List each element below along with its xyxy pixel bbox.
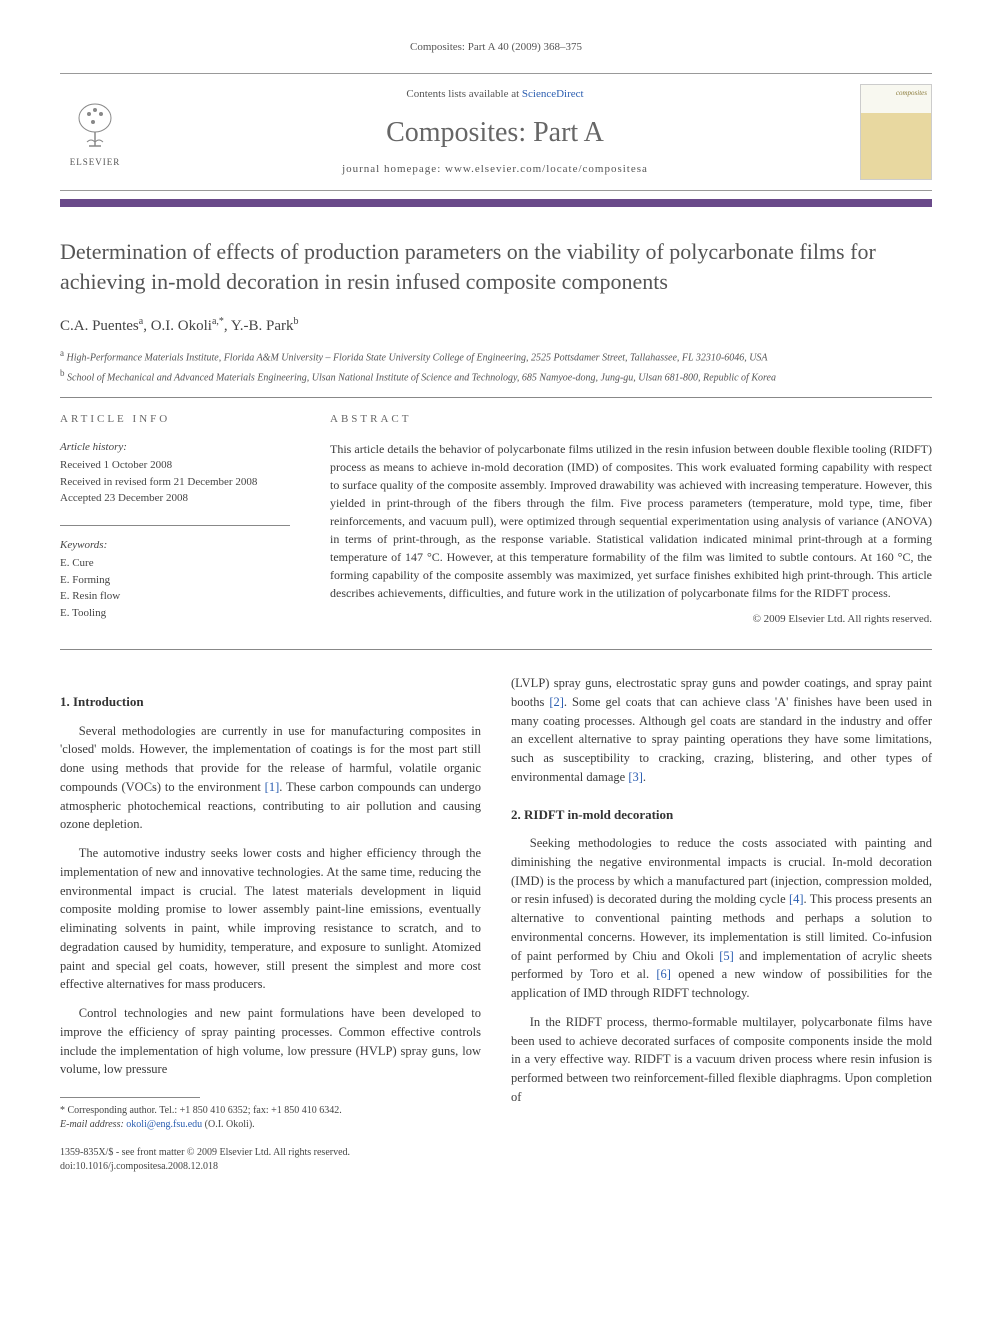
journal-title: Composites: Part A — [130, 113, 860, 152]
rule — [60, 397, 932, 398]
authors-line: C.A. Puentesa, O.I. Okolia,*, Y.-B. Park… — [60, 315, 932, 337]
body-columns: 1. Introduction Several methodologies ar… — [60, 674, 932, 1174]
footnote-star: * Corresponding author. Tel.: +1 850 410… — [60, 1104, 481, 1118]
front-matter-line: 1359-835X/$ - see front matter © 2009 El… — [60, 1146, 481, 1160]
affiliation-line: a High-Performance Materials Institute, … — [60, 347, 932, 365]
elsevier-tree-icon — [65, 96, 125, 156]
abstract-heading: ABSTRACT — [330, 412, 932, 427]
citation-link[interactable]: [1] — [265, 780, 280, 794]
cover-title: composites — [865, 89, 927, 99]
history-line: Received 1 October 2008 — [60, 457, 290, 474]
keyword-line: E. Forming — [60, 572, 290, 589]
corresponding-email-link[interactable]: okoli@eng.fsu.edu — [126, 1119, 202, 1130]
footnote-rule — [60, 1097, 200, 1098]
homepage-url: www.elsevier.com/locate/compositesa — [445, 163, 648, 175]
article-title: Determination of effects of production p… — [60, 237, 932, 296]
rule — [60, 649, 932, 650]
citation-link[interactable]: [6] — [656, 967, 671, 981]
doi-line: doi:10.1016/j.compositesa.2008.12.018 — [60, 1160, 481, 1174]
body-paragraph: Seeking methodologies to reduce the cost… — [511, 834, 932, 1003]
email-who: (O.I. Okoli). — [205, 1119, 255, 1130]
body-paragraph: In the RIDFT process, thermo-formable mu… — [511, 1013, 932, 1107]
sciencedirect-link[interactable]: ScienceDirect — [522, 88, 584, 100]
publisher-logo: ELSEVIER — [60, 92, 130, 172]
copyright-line: © 2009 Elsevier Ltd. All rights reserved… — [330, 612, 932, 627]
article-info-column: ARTICLE INFO Article history: Received 1… — [60, 412, 290, 639]
citation-link[interactable]: [4] — [789, 892, 804, 906]
history-list: Received 1 October 2008Received in revis… — [60, 457, 290, 507]
article-info-heading: ARTICLE INFO — [60, 412, 290, 427]
front-matter-meta: 1359-835X/$ - see front matter © 2009 El… — [60, 1146, 481, 1174]
body-paragraph: (LVLP) spray guns, electrostatic spray g… — [511, 674, 932, 787]
citation-link[interactable]: [2] — [549, 695, 564, 709]
history-heading: Article history: — [60, 440, 290, 455]
keywords-list: E. CureE. FormingE. Resin flowE. Tooling — [60, 555, 290, 621]
journal-cover-thumbnail: composites — [860, 84, 932, 180]
homepage-label: journal homepage: — [342, 163, 445, 175]
rule — [60, 525, 290, 526]
section-1-heading: 1. Introduction — [60, 692, 481, 712]
body-paragraph: The automotive industry seeks lower cost… — [60, 844, 481, 994]
keyword-line: E. Cure — [60, 555, 290, 572]
keyword-line: E. Resin flow — [60, 588, 290, 605]
accent-bar — [60, 199, 932, 207]
body-paragraph: Control technologies and new paint formu… — [60, 1004, 481, 1079]
affiliations: a High-Performance Materials Institute, … — [60, 347, 932, 386]
history-line: Accepted 23 December 2008 — [60, 490, 290, 507]
citation-link[interactable]: [3] — [628, 770, 643, 784]
affiliation-line: b School of Mechanical and Advanced Mate… — [60, 367, 932, 385]
journal-reference: Composites: Part A 40 (2009) 368–375 — [60, 40, 932, 55]
history-line: Received in revised form 21 December 200… — [60, 474, 290, 491]
section-2-heading: 2. RIDFT in-mold decoration — [511, 805, 932, 825]
journal-homepage: journal homepage: www.elsevier.com/locat… — [130, 162, 860, 177]
email-label: E-mail address: — [60, 1119, 124, 1130]
contents-available: Contents lists available at ScienceDirec… — [130, 87, 860, 102]
meta-row: ARTICLE INFO Article history: Received 1… — [60, 412, 932, 639]
abstract-text: This article details the behavior of pol… — [330, 440, 932, 602]
publisher-name: ELSEVIER — [70, 156, 121, 169]
abstract-column: ABSTRACT This article details the behavi… — [330, 412, 932, 639]
keywords-heading: Keywords: — [60, 538, 290, 553]
journal-header: ELSEVIER Contents lists available at Sci… — [60, 73, 932, 191]
keyword-line: E. Tooling — [60, 605, 290, 622]
corresponding-author-footnote: * Corresponding author. Tel.: +1 850 410… — [60, 1104, 481, 1132]
citation-link[interactable]: [5] — [719, 949, 734, 963]
body-paragraph: Several methodologies are currently in u… — [60, 722, 481, 835]
contents-prefix: Contents lists available at — [406, 88, 521, 100]
